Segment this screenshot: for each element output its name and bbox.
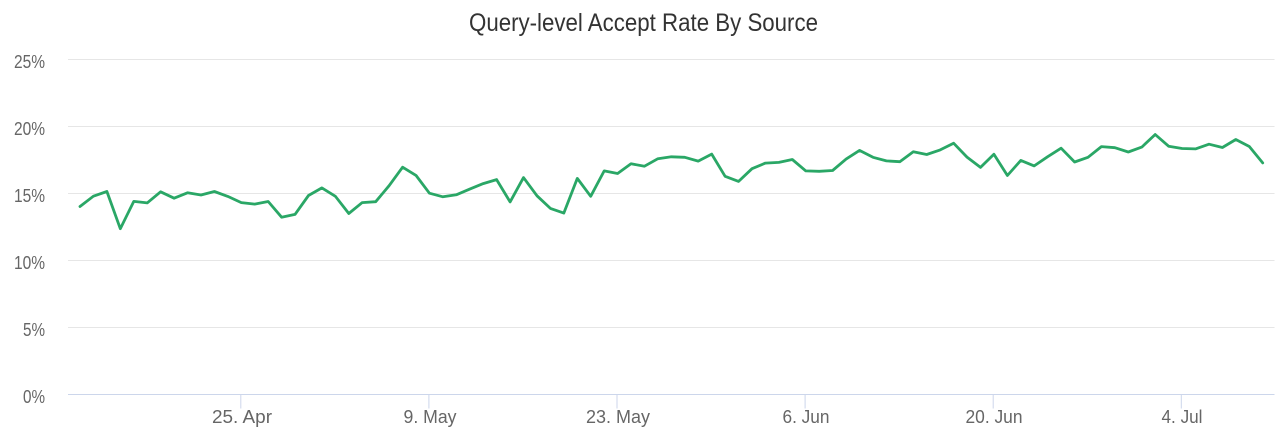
svg-text:Query-level Accept Rate By Sou: Query-level Accept Rate By Source xyxy=(469,9,818,37)
svg-text:15%: 15% xyxy=(14,186,45,206)
svg-text:25%: 25% xyxy=(14,52,45,72)
svg-text:5%: 5% xyxy=(23,320,45,340)
svg-text:20. Jun: 20. Jun xyxy=(966,407,1023,427)
svg-text:23. May: 23. May xyxy=(586,407,650,427)
svg-text:9. May: 9. May xyxy=(404,407,457,427)
svg-text:4. Jul: 4. Jul xyxy=(1162,407,1203,427)
svg-text:10%: 10% xyxy=(14,253,45,273)
svg-text:20%: 20% xyxy=(14,119,45,139)
svg-text:6. Jun: 6. Jun xyxy=(783,407,830,427)
svg-text:0%: 0% xyxy=(23,387,45,407)
svg-text:25. Apr: 25. Apr xyxy=(212,407,272,427)
